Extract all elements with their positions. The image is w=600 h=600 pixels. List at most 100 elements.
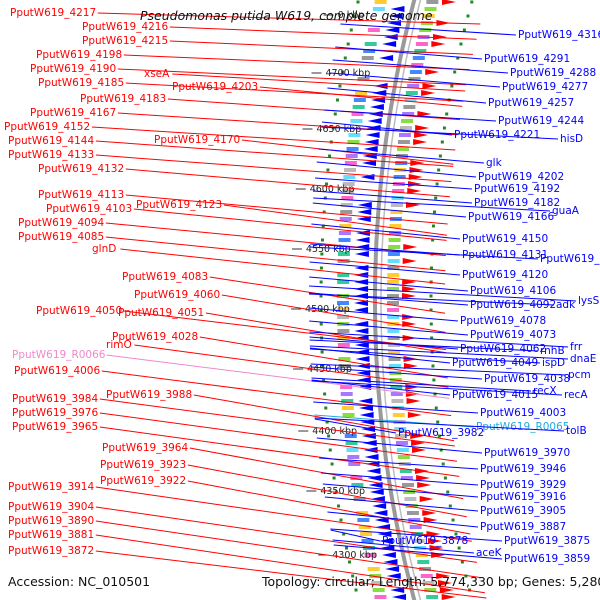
- leader-line: [311, 223, 461, 240]
- track-dot: [429, 308, 433, 312]
- cog-bar: [390, 392, 403, 396]
- cog-bar: [387, 287, 400, 291]
- leader-line: [330, 72, 501, 88]
- kbp-label-4450-kbp: 4450 kbp: [307, 364, 352, 375]
- cog-bar: [388, 357, 401, 361]
- cog-bar: [397, 140, 410, 144]
- track-dot: [319, 280, 323, 284]
- leader-line: [313, 197, 551, 212]
- right-label-rnhb: rnhB: [540, 345, 565, 357]
- right-label-pputw619-3875: PputW619_3875: [504, 535, 590, 547]
- leader-line: [309, 347, 451, 364]
- leader-line: [95, 550, 487, 599]
- reverse-gene-arrow: [369, 104, 384, 110]
- left-label-pputw619-4085: PputW619_4085: [18, 231, 104, 243]
- left-feature-labels: PputW619_4217 PputW619_4216 PputW619_4215 P…: [4, 7, 487, 599]
- leader-line: [309, 348, 541, 364]
- cog-bar: [395, 434, 408, 438]
- cog-bar: [419, 28, 432, 32]
- leader-line: [123, 310, 447, 351]
- track-dot: [429, 294, 433, 298]
- right-label-pputw619-3878: PputW619_3878: [382, 535, 468, 547]
- track-dot: [436, 420, 440, 424]
- cog-bar: [356, 511, 369, 515]
- forward-gene-arrow: [421, 90, 436, 96]
- cog-bar: [396, 147, 409, 151]
- leader-line: [316, 161, 477, 178]
- left-label-pputw619-3964: PputW619_3964: [102, 442, 188, 454]
- cog-bar: [399, 126, 412, 130]
- leader-line: [318, 148, 485, 164]
- reverse-gene-arrow: [354, 328, 369, 334]
- track-dot: [462, 28, 466, 32]
- leader-line: [95, 486, 472, 542]
- cog-bar: [396, 448, 409, 452]
- leader-line: [327, 87, 487, 104]
- cog-bar: [387, 259, 400, 263]
- reverse-gene-arrow: [356, 377, 371, 383]
- leader-line: [311, 377, 532, 392]
- cog-bar: [415, 42, 428, 46]
- cog-bar: [337, 308, 350, 312]
- left-label-pputw619-4185: PputW619_4185: [38, 77, 124, 89]
- forward-gene-arrow: [441, 0, 456, 5]
- reverse-gene-arrow: [357, 202, 372, 208]
- track-dot: [338, 84, 342, 88]
- cog-bar: [420, 21, 433, 25]
- reverse-gene-arrow: [355, 230, 370, 236]
- leader-line: [314, 417, 565, 432]
- track-dot: [339, 518, 343, 522]
- track-dot: [448, 504, 452, 508]
- left-label-pputw619-r0066: PputW619_R0066: [12, 349, 106, 361]
- reverse-gene-arrow: [390, 6, 405, 12]
- cog-bar: [387, 329, 400, 333]
- forward-gene-arrow: [439, 587, 454, 593]
- track-dot: [346, 42, 350, 46]
- cog-bar: [347, 140, 360, 144]
- cog-bar: [339, 224, 352, 228]
- reverse-gene-arrow: [354, 300, 369, 306]
- kbp-label-4350-kbp: 4350 kbp: [320, 486, 365, 497]
- cog-bar: [370, 581, 383, 585]
- leader-line: [313, 401, 479, 414]
- reverse-gene-arrow: [367, 118, 382, 124]
- forward-gene-arrow: [436, 573, 451, 579]
- right-label-pputw619-4182: PputW619_4182: [474, 197, 560, 209]
- reverse-gene-arrow: [364, 454, 379, 460]
- right-label-pputw619-4291: PputW619_4291: [484, 53, 570, 65]
- left-label-pputw619-4094: PputW619_4094: [18, 217, 104, 229]
- cog-bar: [346, 448, 359, 452]
- cog-bar: [391, 399, 404, 403]
- leader-line: [311, 379, 451, 396]
- leader-line: [322, 483, 479, 498]
- leader-line: [324, 496, 479, 512]
- forward-gene-arrow: [413, 139, 428, 145]
- left-label-pputw619-3872: PputW619_3872: [8, 545, 94, 557]
- cog-bar: [350, 476, 363, 480]
- reverse-gene-arrow: [357, 209, 372, 215]
- cog-bar: [361, 56, 374, 60]
- right-label-pputw619-3970: PputW619_3970: [484, 447, 570, 459]
- track-dot: [325, 182, 329, 186]
- cog-bar: [426, 0, 439, 4]
- kbp-label-0-kbp: 0 kbp: [338, 10, 365, 21]
- kbp-label-4650-kbp: 4650 kbp: [316, 124, 361, 135]
- track-dot: [324, 406, 328, 410]
- forward-gene-arrow: [416, 475, 431, 481]
- left-label-pputw619-3904: PputW619_3904: [8, 501, 94, 513]
- leader-line: [101, 370, 452, 417]
- cog-bar: [337, 315, 350, 319]
- forward-gene-arrow: [417, 111, 432, 117]
- reverse-gene-arrow: [354, 307, 369, 313]
- leader-line: [315, 177, 473, 190]
- cog-bar: [355, 91, 368, 95]
- right-label-pputw619-4192: PputW619_4192: [474, 183, 560, 195]
- leader-line: [95, 534, 485, 594]
- cog-bar: [409, 70, 422, 74]
- right-label-pputw619-3982: PputW619_3982: [398, 427, 484, 439]
- cog-bar: [387, 301, 400, 305]
- leader-line: [99, 412, 457, 462]
- cog-bar: [388, 350, 401, 354]
- cog-bar: [390, 203, 403, 207]
- track-dot: [320, 350, 324, 354]
